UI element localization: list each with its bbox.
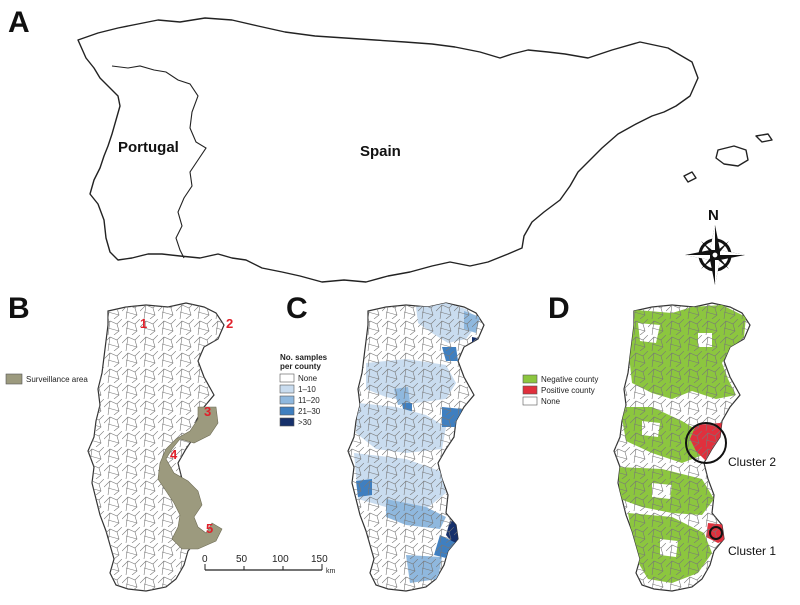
legend-swatch-11-20	[279, 395, 295, 405]
legend-label-negative: Negative county	[541, 375, 598, 384]
scale-tick-0: 0	[202, 554, 208, 565]
mallorca-island	[715, 145, 749, 167]
legend-label-11-20: 11–20	[298, 396, 320, 405]
cluster-2-circle	[685, 422, 727, 464]
legend-swatch-none-d	[522, 396, 538, 406]
samples-legend-title-1: No. samples	[280, 353, 328, 362]
ibiza-island	[683, 171, 697, 183]
legend-label-21-30: 21–30	[298, 407, 321, 416]
panel-c-letter: C	[286, 292, 308, 325]
samples-legend: None 1–10 11–20 21–30 >30	[279, 373, 321, 427]
site-number-5: 5	[206, 521, 213, 536]
surveillance-area	[157, 406, 223, 550]
cluster-2-label: Cluster 2	[728, 455, 776, 469]
menorca-island	[755, 133, 773, 143]
surveillance-legend-label: Surveillance area	[26, 375, 88, 384]
iberia-outline	[77, 17, 699, 283]
scale-tick-50: 50	[236, 554, 248, 565]
scale-tick-100: 100	[272, 554, 289, 565]
legend-swatch-negative	[522, 374, 538, 384]
test-result-choropleth	[614, 303, 750, 591]
panel-d-letter: D	[548, 292, 570, 325]
panel-a-letter: A	[8, 6, 30, 39]
site-number-1: 1	[140, 316, 147, 331]
spain-label: Spain	[360, 143, 401, 160]
portugal-spain-border	[111, 65, 207, 259]
panel-c: C No. s	[279, 292, 485, 592]
panel-b: B 1 2 3 4 5 Surveillance area 0 50 100 1…	[5, 292, 336, 592]
scale-tick-150: 150	[311, 554, 328, 565]
compass-north-label: N	[708, 207, 719, 224]
compass-rose: N	[685, 207, 745, 285]
scale-bar: 0 50 100 150 km	[202, 554, 336, 575]
surveillance-legend-swatch	[5, 373, 23, 385]
scale-unit: km	[326, 568, 336, 575]
legend-label-1-10: 1–10	[298, 385, 316, 394]
samples-legend-title-2: per county	[280, 362, 321, 371]
site-number-2: 2	[226, 316, 233, 331]
legend-swatch-positive	[522, 385, 538, 395]
legend-swatch-none	[279, 373, 295, 383]
legend-label-none: None	[298, 374, 318, 383]
legend-swatch-21-30	[279, 406, 295, 416]
portugal-label: Portugal	[118, 139, 179, 156]
legend-label-none-d: None	[541, 397, 561, 406]
legend-swatch-1-10	[279, 384, 295, 394]
panel-d: D Cluster 2 Cluster 1	[522, 292, 776, 592]
legend-label-positive: Positive county	[541, 386, 595, 395]
cluster-1-label: Cluster 1	[728, 544, 776, 558]
panel-b-letter: B	[8, 292, 30, 325]
panel-a: A Portugal Spain N	[8, 6, 773, 285]
site-number-3: 3	[204, 404, 211, 419]
cluster-1-circle	[709, 526, 723, 540]
test-result-legend: Negative county Positive county None	[522, 374, 598, 406]
legend-swatch-over-30	[279, 417, 295, 427]
site-number-4: 4	[170, 447, 178, 462]
legend-label-over-30: >30	[298, 418, 312, 427]
